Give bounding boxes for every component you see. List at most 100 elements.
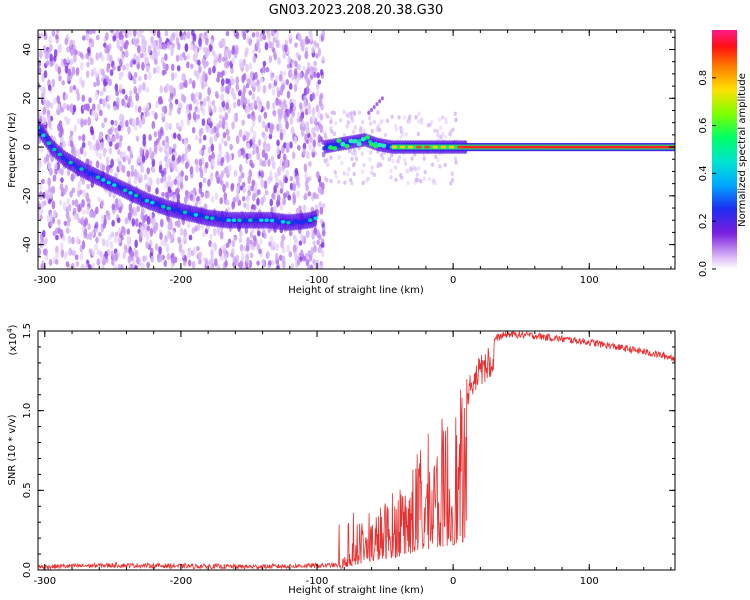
- spectrogram-noise: [198, 251, 203, 259]
- spectrogram-noise: [324, 135, 328, 140]
- spectrogram-noise: [133, 176, 138, 185]
- spectrogram-noise: [321, 30, 326, 37]
- spectrogram-noise: [111, 219, 115, 227]
- spectrogram-noise: [305, 177, 310, 184]
- spectrogram-noise: [322, 129, 326, 135]
- spectrogram-noise: [203, 81, 208, 88]
- spectrogram-noise: [155, 100, 159, 109]
- spectrogram-noise: [261, 120, 266, 129]
- spectrogram-peak: [356, 141, 362, 147]
- spectrogram-noise: [55, 251, 59, 260]
- spectrogram-noise: [178, 126, 182, 132]
- spectrogram-noise: [245, 266, 249, 269]
- spectrogram-noise: [175, 54, 180, 62]
- spectrogram-noise: [202, 177, 207, 184]
- spectrogram-noise: [294, 237, 298, 246]
- colorbar: 0.0 0.2 0.4 0.6 0.8 Normalized spectral ampl…: [698, 30, 748, 277]
- spectrogram-noise: [49, 44, 53, 52]
- spectrogram-noise: [362, 129, 366, 134]
- spectrogram-noise: [143, 255, 148, 262]
- spectrogram-noise: [276, 146, 280, 155]
- spectrogram-noise: [87, 116, 91, 126]
- spectrogram-noise: [257, 104, 262, 113]
- spectrogram-noise: [210, 243, 215, 249]
- spectrogram-noise: [292, 183, 297, 192]
- spectrogram-noise: [129, 149, 133, 156]
- spectrogram-peak: [286, 220, 291, 225]
- spectrogram-noise: [174, 30, 179, 38]
- spectrogram-noise: [333, 170, 337, 175]
- spectrogram-noise: [252, 204, 257, 211]
- spectrogram-noise: [115, 30, 120, 39]
- spectrogram-noise: [153, 131, 158, 138]
- spectrogram-noise: [146, 65, 150, 74]
- spectrogram-noise: [250, 185, 254, 192]
- spectrogram-noise: [239, 230, 243, 238]
- spectrogram-noise: [296, 190, 300, 198]
- spectrogram-noise: [261, 149, 266, 158]
- spectrogram-noise: [125, 63, 130, 71]
- spectrogram-noise: [315, 124, 320, 134]
- spectrogram-noise: [154, 222, 158, 232]
- spectrogram-noise: [94, 221, 99, 229]
- spectrogram-noise: [220, 78, 225, 87]
- spectrogram-noise: [94, 243, 98, 251]
- spectrogram-noise: [298, 102, 303, 110]
- spectrogram-noise: [299, 115, 303, 122]
- spectrogram-noise: [254, 71, 258, 80]
- spectrogram-noise: [165, 161, 169, 170]
- spectrogram-noise: [159, 218, 164, 228]
- spectrogram-noise: [130, 170, 135, 177]
- spectrogram-noise: [187, 112, 192, 121]
- spectrogram-noise: [274, 172, 278, 178]
- spectrogram-noise: [72, 207, 77, 215]
- spectrogram-noise: [204, 161, 209, 169]
- spectrogram-noise: [251, 179, 256, 187]
- x-tick-label-top: 0: [450, 275, 456, 286]
- spectrogram-noise: [127, 71, 132, 80]
- spectrogram-noise: [307, 191, 312, 197]
- spectrogram-noise: [222, 38, 226, 48]
- spectrogram-noise: [146, 102, 150, 109]
- spectrogram-noise: [271, 160, 276, 170]
- spectrogram-noise: [321, 230, 326, 237]
- spectrogram-noise: [102, 100, 107, 108]
- spectrogram-peak: [166, 206, 171, 211]
- spectrogram-noise: [302, 148, 306, 156]
- spectrogram-noise: [315, 90, 320, 97]
- spectrogram-noise: [55, 33, 59, 40]
- spectrogram-noise: [231, 201, 235, 210]
- spectrogram-noise: [189, 166, 194, 175]
- spectrogram-noise: [67, 68, 72, 77]
- spectrogram-noise: [449, 129, 453, 134]
- spectrogram-noise: [273, 50, 277, 59]
- spectrogram-noise: [262, 60, 267, 67]
- spectrogram-noise: [106, 66, 110, 73]
- spectrogram-noise: [282, 196, 286, 206]
- spectrogram-noise: [282, 235, 286, 241]
- spectrogram-noise: [47, 84, 52, 91]
- spectrogram-noise: [170, 181, 174, 188]
- spectrogram-noise: [192, 187, 197, 194]
- spectrogram-peak: [364, 135, 370, 140]
- spectrogram-noise: [164, 53, 168, 62]
- spectrogram-noise: [95, 52, 100, 61]
- spectrogram-noise: [76, 149, 80, 158]
- spectrogram-noise: [218, 247, 223, 257]
- spectrogram-noise: [134, 250, 139, 259]
- spectrogram-noise: [57, 108, 61, 116]
- spectrogram-noise: [118, 160, 122, 166]
- spectrogram-noise: [224, 86, 229, 94]
- spectrogram-noise: [89, 141, 93, 151]
- spectrogram-noise: [51, 30, 56, 37]
- spectrogram-peak: [259, 218, 264, 223]
- spectrogram-noise: [347, 166, 351, 172]
- y-tick-label-top: 20: [22, 92, 33, 105]
- spectrogram-noise: [176, 180, 181, 188]
- spectrogram-noise: [65, 227, 70, 234]
- spectrogram-noise: [127, 32, 131, 38]
- spectrogram-noise: [98, 133, 103, 140]
- spectrogram-noise: [370, 170, 374, 175]
- spectrogram-noise: [99, 109, 103, 117]
